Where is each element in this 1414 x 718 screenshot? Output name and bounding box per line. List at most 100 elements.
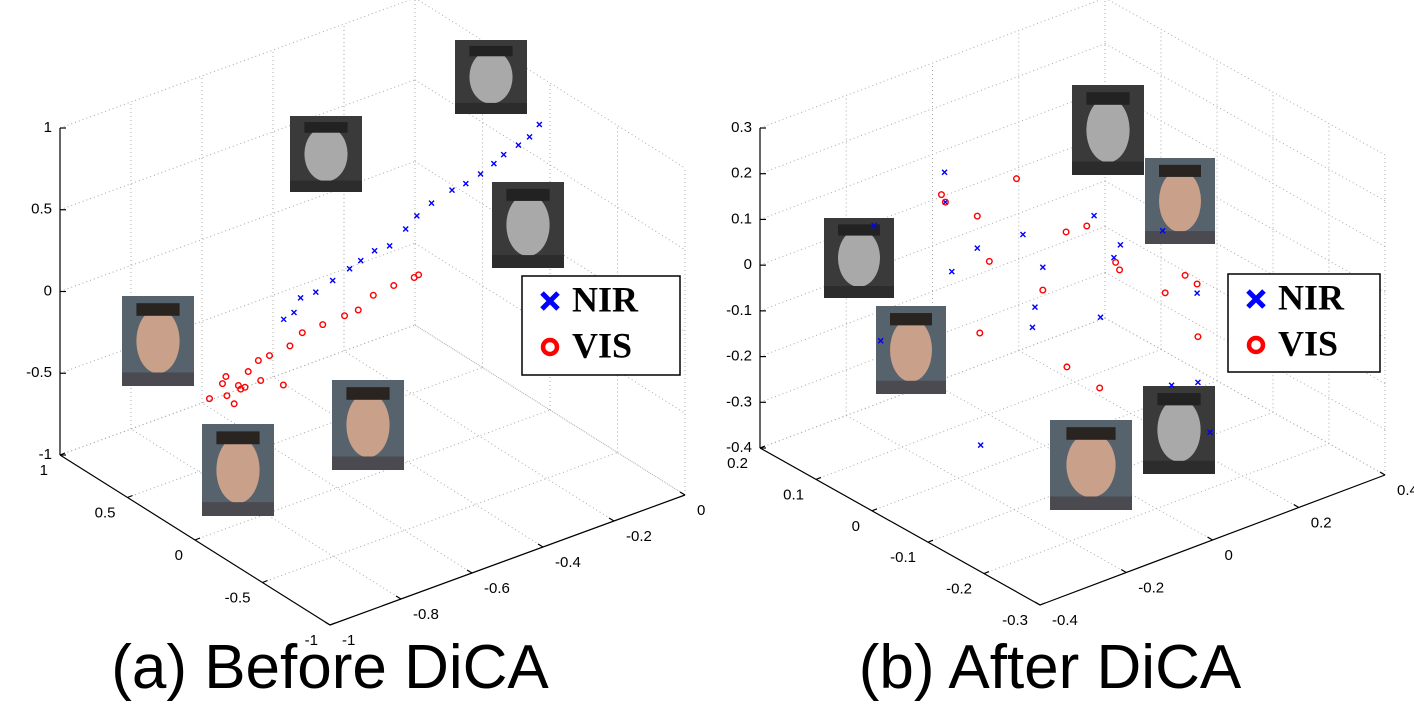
photo-hair bbox=[304, 122, 348, 133]
photo-shirt bbox=[290, 180, 362, 192]
tick-mark bbox=[927, 539, 934, 543]
y-tick-label: -0.6 bbox=[484, 580, 510, 597]
x-tick-label: -0.5 bbox=[225, 589, 251, 606]
x-tick-label: -0.1 bbox=[890, 549, 916, 566]
z-tick-label: 1 bbox=[44, 119, 52, 136]
tick-mark bbox=[127, 494, 133, 499]
x-tick-label: -0.3 bbox=[1002, 612, 1028, 629]
face-photo bbox=[876, 306, 946, 394]
y-tick-label: -0.4 bbox=[1052, 612, 1078, 629]
photo-hair bbox=[1159, 164, 1201, 177]
vis-point bbox=[1193, 280, 1201, 288]
photo-face bbox=[890, 318, 932, 382]
photo-shirt bbox=[1050, 496, 1132, 510]
photo-shirt bbox=[1143, 460, 1215, 474]
tick-mark bbox=[466, 569, 473, 574]
face-photo bbox=[1072, 85, 1144, 175]
vis-point bbox=[286, 342, 294, 350]
legend-label: NIR bbox=[1278, 277, 1345, 317]
x-tick-label: 0.1 bbox=[783, 486, 804, 503]
tick-mark bbox=[395, 595, 402, 600]
nir-point bbox=[1194, 290, 1201, 297]
vis-point bbox=[1116, 266, 1124, 274]
nir-point bbox=[297, 294, 304, 301]
y-tick-label: -0.8 bbox=[413, 606, 439, 623]
vis-point bbox=[1161, 289, 1169, 297]
nir-point bbox=[346, 265, 353, 272]
photo-hair bbox=[838, 224, 880, 236]
photo-face bbox=[1066, 432, 1116, 498]
nir-point bbox=[329, 277, 336, 284]
vis-point bbox=[973, 212, 981, 220]
vis-point bbox=[279, 381, 287, 389]
legend-label: NIR bbox=[572, 279, 639, 319]
nir-point bbox=[977, 442, 984, 449]
vis-point bbox=[298, 329, 306, 337]
photo-face bbox=[304, 126, 348, 182]
grid-line bbox=[1104, 43, 1386, 202]
photo-hair bbox=[346, 387, 390, 400]
grid-line bbox=[759, 88, 1106, 220]
face-photo bbox=[455, 40, 527, 114]
nir-point bbox=[1206, 429, 1213, 436]
legend-marker bbox=[1246, 335, 1266, 355]
tick-mark bbox=[759, 445, 766, 449]
tick-mark bbox=[983, 571, 990, 575]
vis-point bbox=[205, 395, 213, 403]
vis-point bbox=[369, 291, 377, 299]
z-tick-label: -0.3 bbox=[726, 393, 752, 410]
vis-point bbox=[218, 380, 226, 388]
photo-face bbox=[1159, 170, 1201, 232]
tick-mark bbox=[1039, 602, 1046, 606]
nir-point bbox=[1194, 379, 1201, 386]
nir-point bbox=[357, 257, 364, 264]
vis-point bbox=[1039, 286, 1047, 294]
tick-mark bbox=[537, 543, 544, 548]
y-tick-label: -0.2 bbox=[626, 528, 652, 545]
face-photo bbox=[290, 116, 362, 192]
z-tick-label: 0 bbox=[44, 282, 52, 299]
nir-point bbox=[1091, 212, 1098, 219]
nir-point bbox=[449, 187, 455, 194]
vis-point bbox=[1181, 271, 1189, 279]
tick-mark bbox=[1293, 503, 1300, 509]
y-tick-label: -0.4 bbox=[555, 554, 581, 571]
z-tick-label: -0.5 bbox=[26, 364, 52, 381]
photo-face bbox=[346, 392, 390, 458]
nir-point bbox=[402, 226, 409, 232]
grid-line bbox=[759, 43, 1106, 175]
nir-point bbox=[1097, 314, 1104, 321]
tick-mark bbox=[1207, 536, 1213, 541]
vis-point bbox=[941, 198, 949, 206]
face-photo bbox=[202, 424, 274, 516]
z-tick-label: 0.1 bbox=[731, 210, 752, 227]
grid-line bbox=[846, 415, 1127, 573]
x-tick-label: 0.5 bbox=[95, 504, 116, 521]
face-photo bbox=[1143, 386, 1215, 474]
nir-point bbox=[1168, 382, 1175, 389]
photo-face bbox=[136, 308, 180, 374]
y-tick-label: -0.2 bbox=[1138, 579, 1164, 596]
photo-shirt bbox=[1072, 161, 1144, 175]
tick-mark bbox=[871, 508, 878, 512]
y-tick-label: 0 bbox=[697, 502, 705, 519]
photo-hair bbox=[216, 431, 260, 445]
vis-point bbox=[254, 357, 262, 365]
tick-mark bbox=[262, 579, 268, 584]
x-tick-label: -1 bbox=[305, 632, 318, 649]
face-photo bbox=[1145, 158, 1215, 244]
nir-point bbox=[515, 142, 522, 149]
nir-point bbox=[526, 133, 533, 140]
nir-point bbox=[1159, 227, 1166, 234]
vis-point bbox=[1112, 258, 1120, 266]
vis-point bbox=[1013, 175, 1021, 183]
legend-box bbox=[521, 275, 681, 376]
tick-mark bbox=[1379, 471, 1386, 476]
legend-marker bbox=[540, 291, 560, 311]
photo-face bbox=[469, 50, 513, 104]
vis-point bbox=[1096, 384, 1104, 392]
nir-point bbox=[536, 121, 543, 128]
grid-line bbox=[1104, 88, 1386, 247]
vis-point bbox=[1063, 363, 1071, 371]
